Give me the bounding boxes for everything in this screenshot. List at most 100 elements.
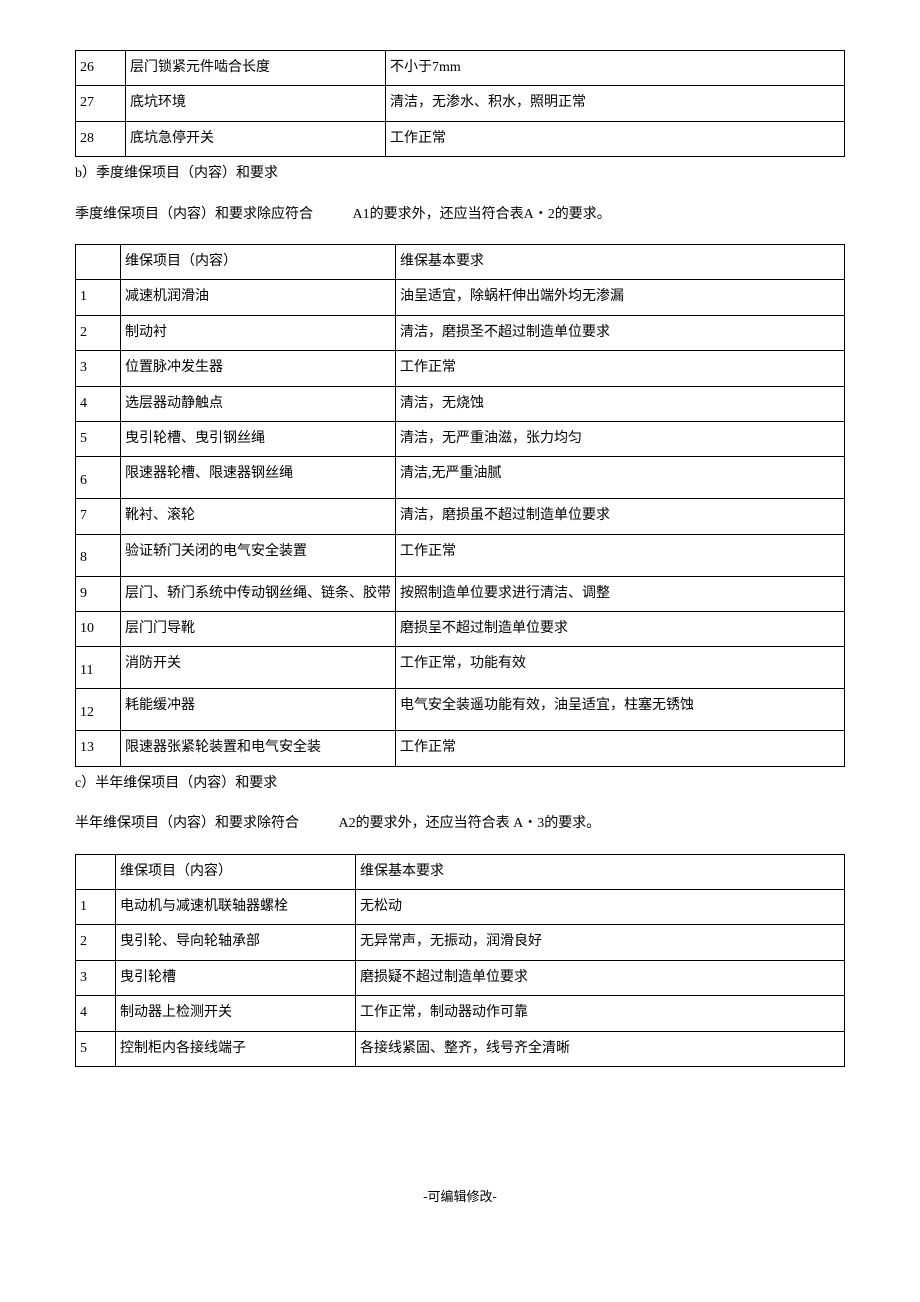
requirement-cell: 清洁，无烧蚀 xyxy=(396,386,845,421)
item-cell: 层门门导靴 xyxy=(121,612,396,647)
requirement-cell: 清洁，无严重油滋，张力均匀 xyxy=(396,421,845,456)
section-c-sentence: 半年维保项目（内容）和要求除符合 A2的要求外，还应当符合表 A・3的要求。 xyxy=(75,813,845,835)
header-item: 维保项目（内容） xyxy=(121,244,396,279)
item-cell: 选层器动静触点 xyxy=(121,386,396,421)
item-cell: 曳引轮槽、曳引钢丝绳 xyxy=(121,421,396,456)
section-b-text1: 季度维保项目（内容）和要求除应符合 xyxy=(75,204,313,226)
table-row: 8验证轿门关闭的电气安全装置工作正常 xyxy=(76,534,845,576)
row-number: 11 xyxy=(76,647,121,689)
header-requirement: 维保基本要求 xyxy=(356,854,845,889)
item-cell: 限速器张紧轮装置和电气安全装 xyxy=(121,731,396,766)
requirement-cell: 无松动 xyxy=(356,890,845,925)
item-cell: 位置脉冲发生器 xyxy=(121,351,396,386)
requirement-cell: 工作正常 xyxy=(386,121,845,156)
page-footer: -可编辑修改- xyxy=(75,1187,845,1208)
item-cell: 底坑环境 xyxy=(126,86,386,121)
row-number: 6 xyxy=(76,457,121,499)
row-number: 2 xyxy=(76,925,116,960)
requirement-cell: 无异常声，无振动，润滑良好 xyxy=(356,925,845,960)
row-number: 3 xyxy=(76,351,121,386)
table-row: 1减速机润滑油油呈适宜，除蜗杆伸出端外均无渗漏 xyxy=(76,280,845,315)
item-cell: 曳引轮、导向轮轴承部 xyxy=(116,925,356,960)
requirement-cell: 清洁，磨损虽不超过制造单位要求 xyxy=(396,499,845,534)
row-number: 28 xyxy=(76,121,126,156)
table-row: 1电动机与减速机联轴器螺栓无松动 xyxy=(76,890,845,925)
item-cell: 靴衬、滚轮 xyxy=(121,499,396,534)
row-number: 4 xyxy=(76,386,121,421)
table-row: 2制动衬清洁，磨损圣不超过制造单位要求 xyxy=(76,315,845,350)
item-cell: 消防开关 xyxy=(121,647,396,689)
requirement-cell: 工作正常，制动器动作可靠 xyxy=(356,996,845,1031)
table-row: 12耗能缓冲器电气安全装遥功能有效，油呈适宜，柱塞无锈蚀 xyxy=(76,689,845,731)
row-number: 12 xyxy=(76,689,121,731)
header-requirement: 维保基本要求 xyxy=(396,244,845,279)
table-header-row: 维保项目（内容）维保基本要求 xyxy=(76,854,845,889)
table-row: 10层门门导靴磨损呈不超过制造单位要求 xyxy=(76,612,845,647)
row-number: 13 xyxy=(76,731,121,766)
item-cell: 电动机与减速机联轴器螺栓 xyxy=(116,890,356,925)
table-row: 5曳引轮槽、曳引钢丝绳清洁，无严重油滋，张力均匀 xyxy=(76,421,845,456)
section-b-sentence: 季度维保项目（内容）和要求除应符合 A1的要求外，还应当符合表A・2的要求。 xyxy=(75,204,845,226)
table-row: 27底坑环境清洁，无渗水、积水，照明正常 xyxy=(76,86,845,121)
requirement-cell: 油呈适宜，除蜗杆伸出端外均无渗漏 xyxy=(396,280,845,315)
requirement-cell: 磨损疑不超过制造单位要求 xyxy=(356,960,845,995)
row-number: 4 xyxy=(76,996,116,1031)
section-b-text2: A1的要求外，还应当符合表A・2的要求。 xyxy=(353,204,611,226)
row-number: 1 xyxy=(76,890,116,925)
item-cell: 耗能缓冲器 xyxy=(121,689,396,731)
table-row: 13限速器张紧轮装置和电气安全装工作正常 xyxy=(76,731,845,766)
item-cell: 曳引轮槽 xyxy=(116,960,356,995)
row-number: 7 xyxy=(76,499,121,534)
requirement-cell: 清洁，磨损圣不超过制造单位要求 xyxy=(396,315,845,350)
table-row: 4选层器动静触点清洁，无烧蚀 xyxy=(76,386,845,421)
header-number xyxy=(76,244,121,279)
row-number: 26 xyxy=(76,51,126,86)
section-c-text1: 半年维保项目（内容）和要求除符合 xyxy=(75,813,299,835)
table-header-row: 维保项目（内容）维保基本要求 xyxy=(76,244,845,279)
requirement-cell: 按照制造单位要求进行清洁、调整 xyxy=(396,576,845,611)
row-number: 1 xyxy=(76,280,121,315)
item-cell: 层门锁紧元件啮合长度 xyxy=(126,51,386,86)
requirement-cell: 清洁,无严重油腻 xyxy=(396,457,845,499)
requirement-cell: 不小于7mm xyxy=(386,51,845,86)
item-cell: 控制柜内各接线端子 xyxy=(116,1031,356,1066)
item-cell: 底坑急停开关 xyxy=(126,121,386,156)
item-cell: 验证轿门关闭的电气安全装置 xyxy=(121,534,396,576)
table-a3: 维保项目（内容）维保基本要求1电动机与减速机联轴器螺栓无松动2曳引轮、导向轮轴承… xyxy=(75,854,845,1067)
row-number: 27 xyxy=(76,86,126,121)
requirement-cell: 工作正常 xyxy=(396,731,845,766)
section-b-label: b）季度维保项目（内容）和要求 xyxy=(75,163,845,185)
header-item: 维保项目（内容） xyxy=(116,854,356,889)
row-number: 9 xyxy=(76,576,121,611)
section-c-text2: A2的要求外，还应当符合表 A・3的要求。 xyxy=(339,813,601,835)
table-row: 3曳引轮槽磨损疑不超过制造单位要求 xyxy=(76,960,845,995)
section-c-label: c）半年维保项目（内容）和要求 xyxy=(75,773,845,795)
item-cell: 限速器轮槽、限速器钢丝绳 xyxy=(121,457,396,499)
requirement-cell: 磨损呈不超过制造单位要求 xyxy=(396,612,845,647)
table-row: 4制动器上检测开关工作正常，制动器动作可靠 xyxy=(76,996,845,1031)
row-number: 8 xyxy=(76,534,121,576)
requirement-cell: 工作正常 xyxy=(396,351,845,386)
table-row: 26层门锁紧元件啮合长度不小于7mm xyxy=(76,51,845,86)
requirement-cell: 工作正常 xyxy=(396,534,845,576)
item-cell: 层门、轿门系统中传动钢丝绳、链条、胶带 xyxy=(121,576,396,611)
row-number: 2 xyxy=(76,315,121,350)
table-a1-continuation: 26层门锁紧元件啮合长度不小于7mm27底坑环境清洁，无渗水、积水，照明正常28… xyxy=(75,50,845,157)
requirement-cell: 工作正常，功能有效 xyxy=(396,647,845,689)
item-cell: 制动器上检测开关 xyxy=(116,996,356,1031)
table-row: 28底坑急停开关工作正常 xyxy=(76,121,845,156)
row-number: 3 xyxy=(76,960,116,995)
row-number: 10 xyxy=(76,612,121,647)
table-row: 5控制柜内各接线端子各接线紧固、整齐，线号齐全清晰 xyxy=(76,1031,845,1066)
item-cell: 减速机润滑油 xyxy=(121,280,396,315)
table-row: 7靴衬、滚轮清洁，磨损虽不超过制造单位要求 xyxy=(76,499,845,534)
table-row: 9层门、轿门系统中传动钢丝绳、链条、胶带按照制造单位要求进行清洁、调整 xyxy=(76,576,845,611)
table-a2: 维保项目（内容）维保基本要求1减速机润滑油油呈适宜，除蜗杆伸出端外均无渗漏2制动… xyxy=(75,244,845,767)
header-number xyxy=(76,854,116,889)
table-row: 3位置脉冲发生器工作正常 xyxy=(76,351,845,386)
requirement-cell: 清洁，无渗水、积水，照明正常 xyxy=(386,86,845,121)
table-row: 2曳引轮、导向轮轴承部无异常声，无振动，润滑良好 xyxy=(76,925,845,960)
requirement-cell: 电气安全装遥功能有效，油呈适宜，柱塞无锈蚀 xyxy=(396,689,845,731)
table-row: 6限速器轮槽、限速器钢丝绳清洁,无严重油腻 xyxy=(76,457,845,499)
table-row: 11消防开关工作正常，功能有效 xyxy=(76,647,845,689)
